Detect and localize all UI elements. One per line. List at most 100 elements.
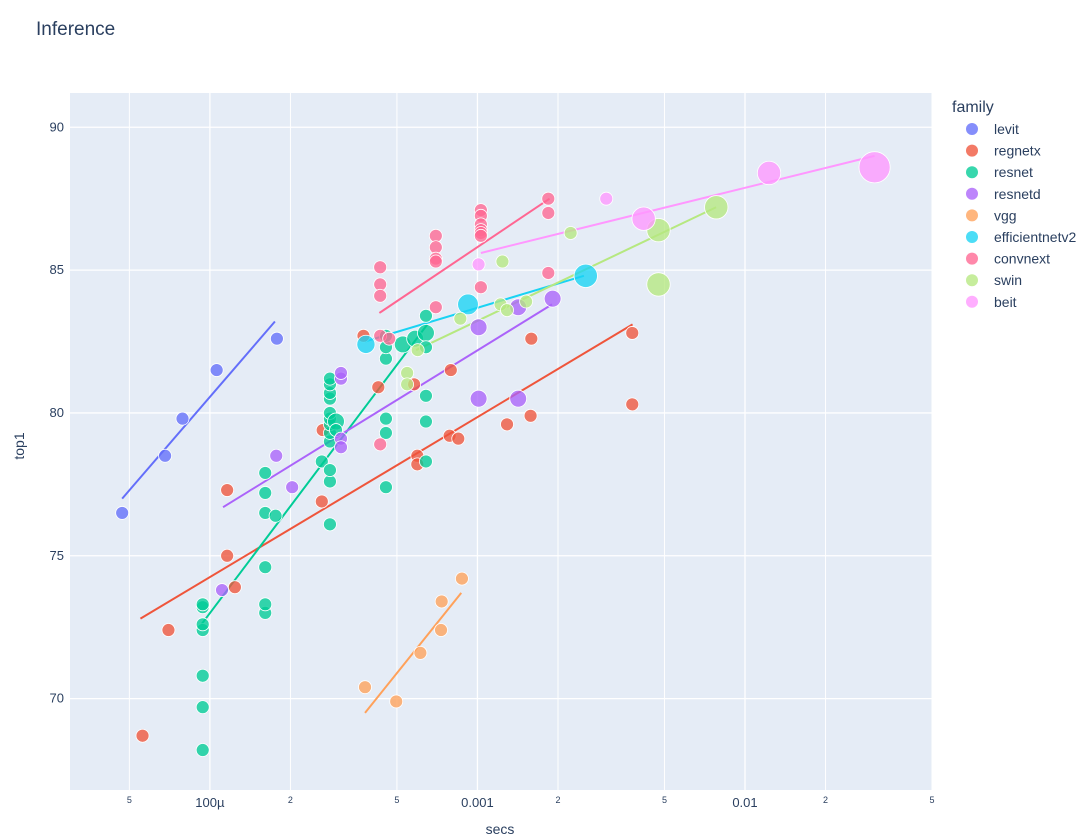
point-regnetx[interactable]	[443, 363, 458, 377]
legend-item-convnext[interactable]: convnext	[966, 251, 1050, 267]
point-resnet[interactable]	[419, 388, 433, 403]
point-vgg[interactable]	[413, 645, 428, 660]
point-resnet[interactable]	[314, 454, 329, 469]
point-resnet[interactable]	[379, 426, 393, 440]
point-regnetx[interactable]	[524, 331, 539, 346]
point-convnext[interactable]	[541, 206, 556, 220]
point-regnetx[interactable]	[135, 728, 150, 743]
point-resnet[interactable]	[268, 508, 283, 523]
legend[interactable]: levit regnetx resnet resnetd vgg efficientnet…	[966, 121, 1076, 310]
legend-item-swin[interactable]: swin	[966, 272, 1022, 288]
point-resnet[interactable]	[419, 308, 433, 323]
trend-line-levit	[121, 320, 276, 500]
legend-item-regnetx[interactable]: regnetx	[966, 143, 1041, 159]
point-vgg[interactable]	[389, 694, 404, 709]
point-regnetx[interactable]	[220, 548, 235, 563]
point-convnext[interactable]	[382, 331, 397, 346]
point-swin[interactable]	[704, 195, 729, 220]
point-convnext[interactable]	[473, 280, 488, 295]
point-resnet[interactable]	[258, 560, 273, 575]
point-resnet[interactable]	[258, 486, 273, 500]
legend-item-vgg[interactable]: vgg	[966, 207, 1017, 223]
point-resnet[interactable]	[419, 414, 433, 429]
legend-marker	[966, 144, 978, 157]
point-convnext[interactable]	[428, 300, 443, 315]
point-swin[interactable]	[410, 343, 425, 357]
point-levit[interactable]	[115, 506, 130, 520]
point-resnet[interactable]	[379, 480, 393, 495]
point-resnet[interactable]	[195, 700, 210, 715]
point-swin[interactable]	[453, 311, 468, 326]
point-vgg[interactable]	[434, 594, 449, 609]
point-convnext[interactable]	[541, 191, 556, 206]
point-regnetx[interactable]	[625, 397, 640, 412]
point-regnetx[interactable]	[523, 408, 538, 423]
point-beit[interactable]	[599, 191, 614, 206]
legend-label: convnext	[994, 251, 1050, 267]
legend-title: family	[952, 99, 994, 116]
point-levit[interactable]	[269, 331, 284, 346]
point-resnetd[interactable]	[543, 289, 562, 308]
point-regnetx[interactable]	[220, 483, 235, 497]
point-resnet[interactable]	[258, 597, 273, 612]
point-regnetx[interactable]	[625, 326, 640, 340]
point-vgg[interactable]	[358, 680, 372, 695]
point-swin[interactable]	[495, 254, 510, 269]
point-levit[interactable]	[158, 448, 172, 463]
point-swin[interactable]	[646, 272, 671, 297]
point-vgg[interactable]	[455, 571, 469, 586]
y-tick-label: 80	[50, 405, 64, 420]
point-resnet[interactable]	[258, 466, 273, 480]
legend-item-resnet[interactable]: resnet	[966, 164, 1033, 180]
point-beit[interactable]	[858, 151, 891, 184]
point-convnext[interactable]	[541, 266, 556, 280]
point-levit[interactable]	[175, 411, 190, 426]
legend-item-resnetd[interactable]: resnetd	[966, 186, 1041, 202]
point-regnetx[interactable]	[371, 380, 386, 395]
point-efficientnetv2[interactable]	[573, 263, 598, 288]
legend-item-beit[interactable]: beit	[966, 294, 1017, 310]
point-convnext[interactable]	[373, 437, 388, 452]
point-resnet[interactable]	[195, 668, 210, 683]
legend-marker	[966, 274, 978, 287]
point-resnet[interactable]	[419, 454, 433, 469]
point-resnet[interactable]	[323, 517, 337, 532]
point-levit[interactable]	[209, 363, 224, 377]
point-resnetd[interactable]	[215, 583, 229, 597]
point-resnet[interactable]	[323, 463, 337, 477]
point-efficientnetv2[interactable]	[356, 334, 376, 354]
point-resnet[interactable]	[195, 617, 210, 632]
legend-item-levit[interactable]: levit	[966, 121, 1019, 137]
point-regnetx[interactable]	[161, 623, 176, 637]
point-regnetx[interactable]	[227, 580, 242, 595]
point-resnet[interactable]	[379, 411, 393, 426]
legend-label: levit	[994, 121, 1019, 137]
point-resnetd[interactable]	[334, 366, 348, 380]
point-resnetd[interactable]	[285, 480, 300, 495]
point-swin[interactable]	[519, 294, 533, 309]
point-resnetd[interactable]	[269, 448, 284, 463]
point-resnetd[interactable]	[509, 389, 528, 408]
point-swin[interactable]	[563, 226, 578, 240]
point-convnext[interactable]	[428, 254, 443, 269]
point-regnetx[interactable]	[314, 494, 329, 509]
point-regnetx[interactable]	[500, 417, 514, 432]
point-resnet[interactable]	[417, 324, 435, 342]
point-beit[interactable]	[471, 257, 486, 272]
legend-item-efficientnetv2[interactable]: efficientnetv2	[966, 229, 1076, 245]
point-swin[interactable]	[400, 377, 415, 392]
point-resnet[interactable]	[195, 597, 210, 612]
point-vgg[interactable]	[434, 623, 448, 637]
point-resnetd[interactable]	[469, 389, 488, 408]
point-beit[interactable]	[756, 160, 782, 186]
point-regnetx[interactable]	[451, 431, 466, 446]
point-resnetd[interactable]	[469, 318, 488, 337]
point-convnext[interactable]	[373, 288, 388, 303]
point-resnetd[interactable]	[334, 440, 348, 455]
point-resnet[interactable]	[195, 743, 210, 757]
point-convnext[interactable]	[373, 260, 388, 275]
point-swin[interactable]	[500, 303, 514, 317]
point-beit[interactable]	[631, 206, 656, 231]
point-efficientnetv2[interactable]	[457, 293, 479, 316]
point-convnext[interactable]	[473, 228, 488, 243]
